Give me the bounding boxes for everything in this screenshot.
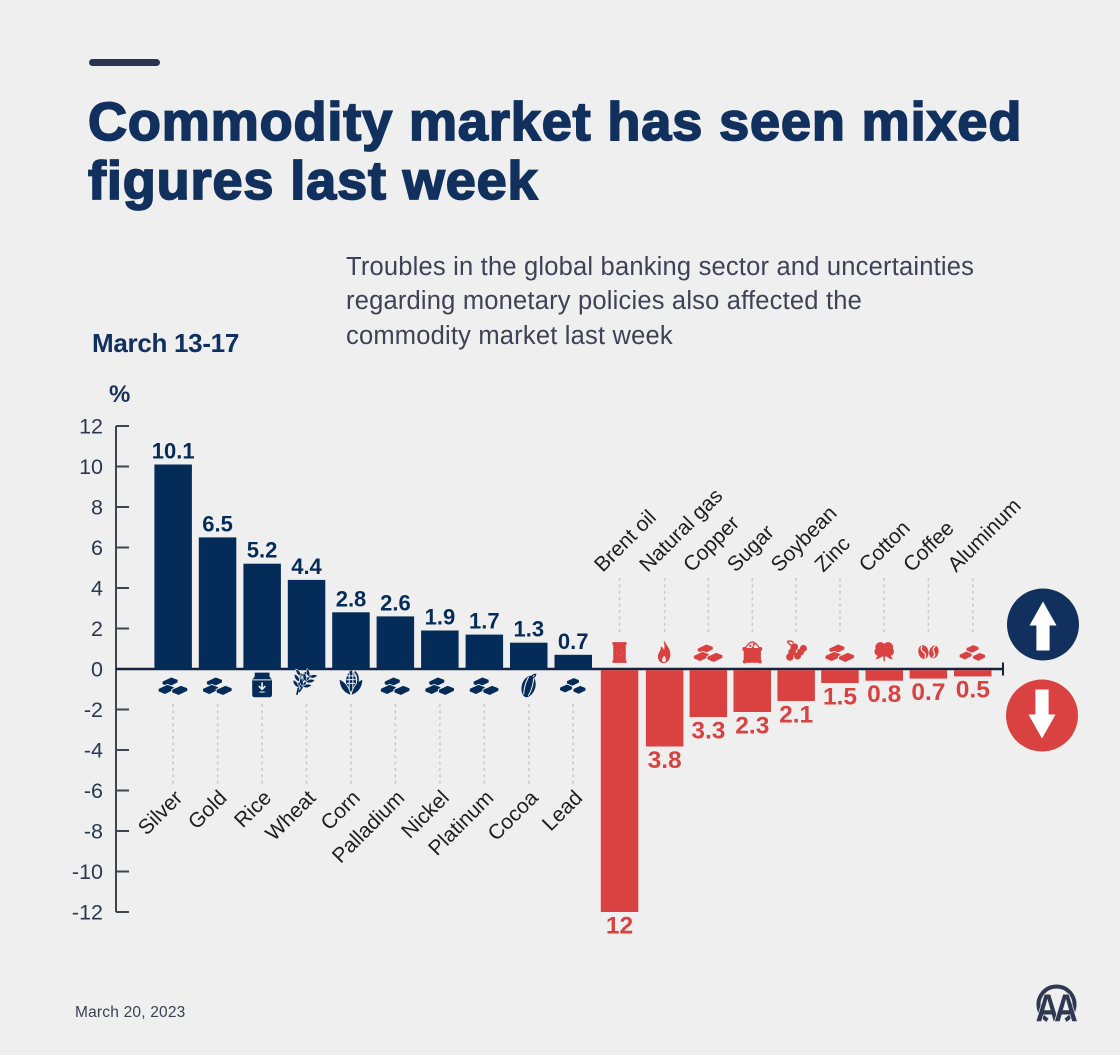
- svg-text:1.7: 1.7: [469, 609, 500, 634]
- svg-text:6.5: 6.5: [202, 511, 233, 536]
- svg-text:Silver: Silver: [134, 786, 187, 839]
- svg-text:-6: -6: [84, 779, 103, 803]
- svg-text:-12: -12: [72, 901, 103, 925]
- svg-text:Lead: Lead: [538, 786, 587, 835]
- svg-text:2: 2: [91, 617, 103, 641]
- svg-text:-2: -2: [84, 698, 103, 722]
- svg-text:10: 10: [79, 455, 103, 479]
- svg-text:10.1: 10.1: [152, 439, 195, 464]
- svg-text:Wheat: Wheat: [261, 786, 320, 845]
- svg-text:12: 12: [79, 415, 103, 439]
- svg-text:2.6: 2.6: [380, 590, 411, 615]
- svg-text:2.1: 2.1: [779, 701, 813, 728]
- svg-text:0.7: 0.7: [558, 629, 589, 654]
- svg-text:6: 6: [91, 536, 103, 560]
- svg-text:1.5: 1.5: [823, 683, 857, 710]
- svg-text:4: 4: [91, 577, 103, 601]
- svg-text:-4: -4: [84, 739, 103, 763]
- svg-text:4.4: 4.4: [291, 554, 322, 579]
- svg-text:0: 0: [91, 658, 103, 682]
- svg-text:-8: -8: [84, 820, 103, 844]
- svg-text:2.3: 2.3: [735, 712, 769, 739]
- svg-text:A: A: [1054, 986, 1078, 1030]
- svg-text:3.3: 3.3: [691, 717, 725, 744]
- svg-text:8: 8: [91, 496, 103, 520]
- svg-text:A: A: [1036, 986, 1060, 1030]
- svg-text:Gold: Gold: [184, 786, 232, 834]
- svg-text:-10: -10: [72, 860, 103, 884]
- svg-text:1.9: 1.9: [425, 605, 456, 630]
- svg-text:Cocoa: Cocoa: [484, 786, 543, 845]
- svg-text:3.8: 3.8: [648, 747, 682, 774]
- svg-text:12: 12: [606, 912, 633, 939]
- svg-text:0.8: 0.8: [867, 681, 901, 708]
- svg-text:1.3: 1.3: [514, 617, 545, 642]
- svg-text:0.5: 0.5: [956, 677, 990, 704]
- svg-text:2.8: 2.8: [336, 586, 367, 611]
- svg-text:0.7: 0.7: [911, 679, 945, 706]
- svg-text:5.2: 5.2: [247, 538, 278, 563]
